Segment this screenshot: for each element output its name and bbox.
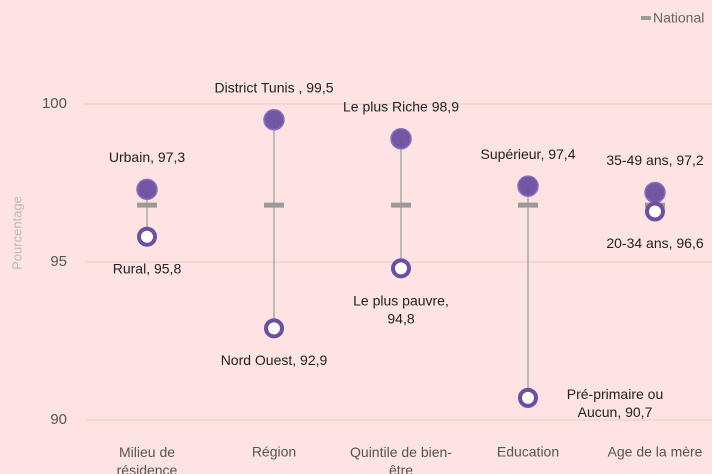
x-tick-label: Age de la mère	[608, 444, 703, 460]
high-dot	[517, 175, 539, 197]
high-dot	[644, 181, 666, 204]
high-dot	[136, 178, 158, 201]
low-dot	[391, 258, 411, 279]
low-dot	[264, 318, 284, 339]
low-label: Le plus pauvre, 94,8	[353, 292, 449, 326]
national-mark	[518, 202, 538, 208]
y-tick-label: 95	[50, 253, 67, 270]
low-dot	[518, 387, 538, 408]
y-tick-label: 90	[50, 411, 67, 428]
y-axis-label: Pourcentage	[9, 196, 24, 270]
high-label: 35-49 ans, 97,2	[606, 152, 704, 168]
high-label: Urbain, 97,3	[109, 149, 185, 165]
x-tick-label: Education	[497, 444, 559, 460]
national-mark	[137, 202, 157, 208]
low-label: Pré-primaire ou Aucun, 90,7	[567, 386, 663, 420]
national-mark	[391, 202, 411, 208]
legend-swatch	[641, 16, 651, 20]
high-dot	[263, 109, 285, 131]
low-label: 20-34 ans, 96,6	[606, 235, 704, 251]
legend-label: National	[653, 10, 704, 26]
x-tick-label: Milieu de résidence	[117, 444, 178, 474]
low-label: Nord Ouest, 92,9	[221, 352, 328, 368]
low-dot	[137, 226, 157, 247]
high-dot	[390, 128, 412, 150]
national-mark	[264, 202, 284, 208]
high-label: Le plus Riche 98,9	[343, 98, 459, 114]
y-tick-label: 100	[42, 95, 67, 112]
low-label: Rural, 95,8	[113, 260, 182, 276]
x-tick-label: Quintile de bien-être	[350, 444, 452, 474]
low-dot	[645, 201, 665, 222]
high-label: Supérieur, 97,4	[481, 146, 576, 162]
x-tick-label: Région	[252, 444, 296, 460]
high-label: District Tunis , 99,5	[214, 80, 333, 96]
